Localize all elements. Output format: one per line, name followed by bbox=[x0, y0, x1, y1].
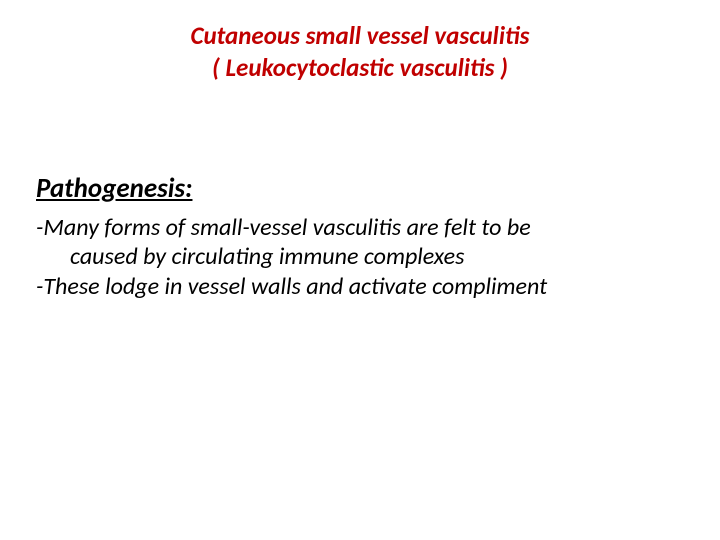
section-body: -Many forms of small-vessel vasculitis a… bbox=[36, 213, 684, 301]
section-heading-pathogenesis: Pathogenesis: bbox=[36, 172, 684, 205]
slide-container: Cutaneous small vessel vasculitis ( Leuk… bbox=[0, 0, 720, 540]
slide-title: Cutaneous small vessel vasculitis ( Leuk… bbox=[36, 20, 684, 84]
title-line-2: ( Leukocytoclastic vasculitis ) bbox=[36, 52, 684, 84]
body-line-1: -Many forms of small-vessel vasculitis a… bbox=[36, 213, 684, 242]
body-line-3: -These lodge in vessel walls and activat… bbox=[36, 272, 684, 301]
body-line-2: caused by circulating immune complexes bbox=[36, 242, 684, 271]
title-line-1: Cutaneous small vessel vasculitis bbox=[36, 20, 684, 52]
